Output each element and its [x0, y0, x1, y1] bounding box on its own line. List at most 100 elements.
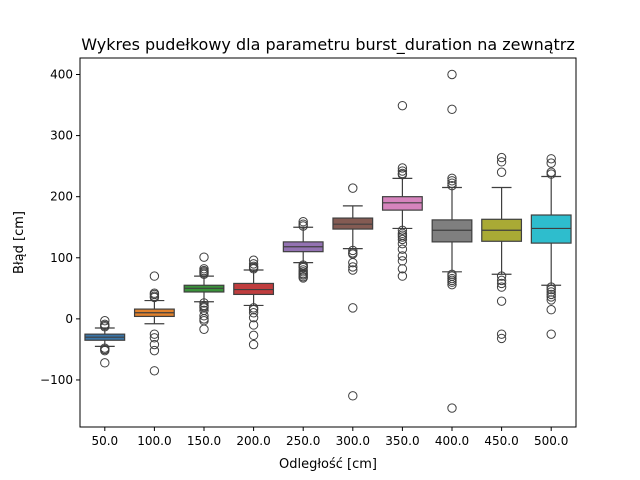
outlier-point [199, 315, 209, 326]
outlier-point [397, 234, 408, 245]
outlier-point [348, 391, 358, 401]
outlier-point [298, 262, 308, 273]
outlier-point [496, 333, 507, 344]
outlier-point [496, 271, 507, 281]
outlier-point [298, 221, 308, 231]
outlier-point [248, 264, 259, 274]
outlier-point [397, 256, 408, 266]
outlier-point [447, 178, 457, 188]
outlier-point [248, 259, 259, 269]
outlier-point [447, 180, 457, 191]
outlier-point [496, 157, 507, 167]
box-group-200.0 [233, 255, 275, 350]
y-tick-label: −100 [40, 373, 73, 387]
outlier-point [248, 330, 259, 341]
outlier-point [149, 366, 160, 376]
box-group-50.0 [84, 315, 126, 368]
y-tick-label: 400 [50, 67, 73, 81]
outlier-point [447, 173, 457, 184]
outlier-point [397, 264, 408, 274]
box-group-150.0 [183, 252, 225, 334]
outlier-point [248, 308, 259, 318]
x-tick-label: 250.0 [286, 434, 320, 448]
outlier-point [397, 169, 408, 180]
outlier-point [546, 158, 556, 168]
y-tick-label: 200 [50, 190, 73, 204]
outlier-point [199, 324, 209, 334]
outlier-point [149, 345, 160, 356]
outlier-point [496, 282, 507, 292]
outlier-point [496, 152, 507, 163]
outlier-point [546, 292, 556, 302]
outlier-point [496, 167, 507, 177]
outlier-point [546, 284, 556, 295]
x-tick-label: 150.0 [187, 434, 221, 448]
outlier-point [348, 303, 358, 313]
outlier-point [348, 262, 358, 272]
outlier-point [397, 239, 408, 249]
outlier-point [546, 329, 556, 339]
outlier-point [447, 104, 457, 115]
plot-frame [79, 57, 577, 428]
outlier-point [298, 217, 308, 227]
outlier-point [199, 298, 209, 308]
outlier-point [348, 183, 358, 193]
outlier-point [248, 339, 259, 350]
outlier-point [496, 275, 507, 286]
y-tick-label: 0 [65, 312, 73, 326]
outlier-point [348, 245, 358, 256]
outlier-point [546, 167, 556, 177]
outlier-point [348, 265, 358, 275]
outlier-point [100, 315, 110, 326]
outlier-point [298, 273, 308, 283]
box-group-350.0 [381, 100, 423, 281]
outlier-point [149, 329, 160, 339]
outlier-point [397, 166, 408, 176]
x-tick-label: 400.0 [435, 434, 469, 448]
outlier-point [546, 289, 556, 300]
outlier-point [546, 295, 556, 305]
outlier-point [496, 329, 507, 339]
outlier-point [149, 292, 160, 303]
outlier-point [447, 403, 457, 413]
outlier-point [397, 232, 408, 242]
y-tick-label: 300 [50, 129, 73, 143]
plot-area [84, 69, 572, 413]
chart-title: Wykres pudełkowy dla parametru burst_dur… [81, 35, 575, 55]
outlier-point [348, 257, 358, 268]
iqr-box [530, 214, 572, 244]
x-tick-label: 350.0 [385, 434, 419, 448]
outlier-point [397, 100, 408, 111]
outlier-point [248, 320, 259, 330]
outlier-point [397, 163, 408, 173]
outlier-point [496, 278, 507, 289]
outlier-point [397, 271, 408, 281]
box-group-450.0 [481, 152, 523, 344]
box-group-400.0 [431, 69, 473, 413]
x-axis: 50.0 100.0 150.0 200.0 250.0 300.0 350.0 400.0 4… [91, 427, 568, 448]
outlier-point [447, 277, 457, 287]
x-tick-label: 500.0 [534, 434, 568, 448]
x-axis-label: Odległość [cm] [279, 457, 377, 472]
outlier-point [447, 69, 457, 80]
x-tick-label: 200.0 [236, 434, 270, 448]
x-tick-label: 50.0 [91, 434, 118, 448]
iqr-box [381, 196, 423, 211]
outlier-point [447, 176, 457, 186]
y-axis: −100 0 100 200 300 400 [40, 67, 80, 387]
x-tick-label: 100.0 [137, 434, 171, 448]
outlier-point [100, 358, 110, 368]
outlier-point [149, 271, 160, 281]
outlier-point [248, 312, 259, 323]
box-group-300.0 [332, 183, 374, 401]
outlier-point [100, 345, 110, 356]
outlier-point [397, 244, 408, 254]
y-axis-label: Błąd [cm] [12, 211, 27, 274]
box-group-500.0 [530, 154, 572, 339]
x-tick-label: 300.0 [336, 434, 370, 448]
x-tick-label: 450.0 [484, 434, 518, 448]
iqr-box [332, 217, 374, 230]
outlier-point [199, 311, 209, 321]
iqr-box [431, 219, 473, 243]
